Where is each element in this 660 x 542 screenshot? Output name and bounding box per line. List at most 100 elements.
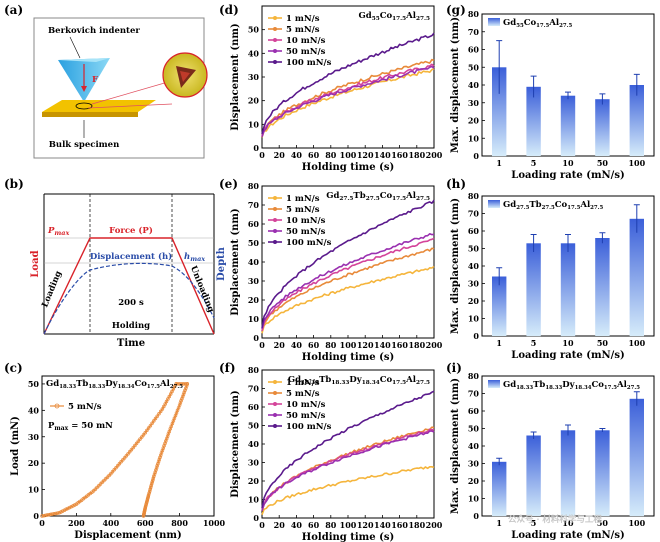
curve-c-marker bbox=[180, 382, 184, 386]
curve-c-marker bbox=[133, 443, 137, 448]
b-displacement-curve bbox=[43, 262, 215, 335]
b-hold-time: 200 s bbox=[118, 298, 144, 308]
bar-g-3 bbox=[595, 99, 610, 156]
legend-e-label: 50 mN/s bbox=[286, 227, 326, 237]
curve-c-marker bbox=[167, 394, 172, 399]
ytick-label: 70 bbox=[468, 27, 480, 37]
ylabel-f: Displacement (nm) bbox=[230, 390, 241, 497]
xtick-label: 100 bbox=[340, 150, 357, 160]
series-d-4 bbox=[261, 32, 435, 134]
legend-i-swatch bbox=[488, 380, 500, 388]
curve-c-marker bbox=[173, 384, 177, 389]
formula-element: Tb bbox=[529, 200, 541, 210]
ytick-label: 0 bbox=[473, 511, 479, 521]
xtick-label: 0 bbox=[259, 340, 265, 350]
title-h: Gd27.5Tb27.5Co17.5Al27.5 bbox=[503, 200, 604, 211]
formula-subscript: 18.33 bbox=[516, 385, 533, 391]
curve-c-marker bbox=[64, 507, 68, 512]
curve-c-marker bbox=[119, 460, 123, 464]
curve-c-marker bbox=[155, 464, 159, 468]
bar-g-0 bbox=[492, 67, 507, 157]
formula-subscript: 27.5 bbox=[416, 380, 430, 386]
curve-c-marker bbox=[145, 428, 149, 433]
series-f-2 bbox=[261, 428, 435, 510]
curve-c-marker bbox=[121, 458, 125, 462]
bar-h-1 bbox=[526, 243, 541, 337]
curve-c-marker bbox=[148, 485, 153, 490]
curve-c-marker bbox=[171, 387, 176, 391]
panel-a-frame bbox=[33, 17, 205, 159]
curve-c-marker bbox=[43, 513, 48, 518]
panel-label-b: (b) bbox=[4, 177, 24, 191]
curve-c-marker bbox=[109, 471, 113, 476]
specimen-label: Bulk specimen bbox=[49, 140, 120, 150]
ytick-label: 30 bbox=[248, 72, 260, 82]
series-e-3 bbox=[261, 233, 435, 330]
curve-c-marker bbox=[150, 480, 155, 484]
xlabel-c: Displacement (nm) bbox=[74, 530, 181, 541]
xtick-label: 20 bbox=[274, 520, 286, 530]
curve-c-marker bbox=[152, 419, 156, 423]
xlabel-i: Loading rate (mN/s) bbox=[511, 530, 624, 541]
series-d-3 bbox=[261, 65, 435, 138]
ytick-label: 80 bbox=[468, 371, 480, 381]
legend-e-marker bbox=[273, 229, 277, 233]
formula-subscript: 27.5 bbox=[339, 196, 353, 202]
curve-c-marker bbox=[156, 459, 161, 464]
panel-label-f: (f) bbox=[219, 361, 236, 375]
zoom-line-2 bbox=[87, 103, 173, 109]
ytick-label: 20 bbox=[248, 96, 260, 106]
xtick-label: 800 bbox=[171, 518, 188, 528]
xlabel-d: Holding time (s) bbox=[302, 162, 394, 173]
formula-subscript: 18.33 bbox=[88, 384, 105, 390]
formula-subscript: 18.33 bbox=[331, 380, 349, 386]
b-holding-label: Holding bbox=[112, 321, 150, 331]
xtick-label: 20 bbox=[274, 340, 286, 350]
curve-c-marker bbox=[154, 466, 159, 470]
formula-element: Co bbox=[134, 379, 147, 389]
curve-c-marker bbox=[179, 399, 183, 403]
ytick-label: 10 bbox=[248, 119, 260, 129]
legend-e-marker bbox=[273, 207, 277, 211]
indent-impression-inner bbox=[180, 71, 190, 82]
formula-element: Gd bbox=[46, 379, 59, 389]
curve-c-marker bbox=[180, 394, 185, 399]
ytick-label: 70 bbox=[248, 200, 260, 210]
panel-label-d: (d) bbox=[219, 3, 239, 17]
xtick-label: 10 bbox=[562, 518, 574, 528]
formula-element: Tb bbox=[319, 375, 331, 385]
curve-c-marker bbox=[180, 396, 184, 401]
curve-c-marker bbox=[45, 513, 49, 517]
ytick-label: 10 bbox=[28, 485, 40, 495]
xtick-label: 160 bbox=[391, 520, 408, 530]
panel-label-h: (h) bbox=[446, 177, 466, 191]
chart-h: 0 10 20 30 40 50 60 70 80 1 5 10 50 100 Loading rate (… bbox=[450, 191, 655, 361]
bar-g-1 bbox=[526, 86, 541, 156]
ytick-label: 50 bbox=[468, 424, 480, 434]
curve-c-marker bbox=[185, 382, 190, 386]
curve-c-marker bbox=[136, 439, 141, 443]
legend-f-marker bbox=[273, 380, 277, 384]
formula-element: Gd bbox=[358, 11, 371, 21]
formula-subscript: 17.5 bbox=[536, 23, 549, 29]
formula-subscript: 27.5 bbox=[542, 205, 555, 211]
formula-subscript: 27.5 bbox=[590, 205, 603, 211]
series-e-1 bbox=[261, 247, 435, 332]
legend-e-label: 5 mN/s bbox=[286, 205, 320, 215]
ytick-label: 10 bbox=[248, 314, 260, 324]
curve-c-marker bbox=[54, 511, 58, 516]
panel-label-i: (i) bbox=[446, 361, 462, 375]
curve-c-marker bbox=[170, 389, 174, 394]
series-f-4 bbox=[261, 390, 435, 508]
xtick-label: 140 bbox=[374, 340, 391, 350]
curve-c-marker bbox=[176, 382, 180, 386]
legend-g-swatch bbox=[488, 18, 500, 26]
curve-c-marker bbox=[146, 426, 151, 430]
chart-c: 0 10 20 30 40 50 0 200 400 600 800 1000 Displacement… bbox=[10, 375, 226, 541]
formula-element: Gd bbox=[503, 380, 516, 390]
curve-c-marker bbox=[149, 483, 153, 488]
curve-c-marker bbox=[184, 386, 188, 390]
